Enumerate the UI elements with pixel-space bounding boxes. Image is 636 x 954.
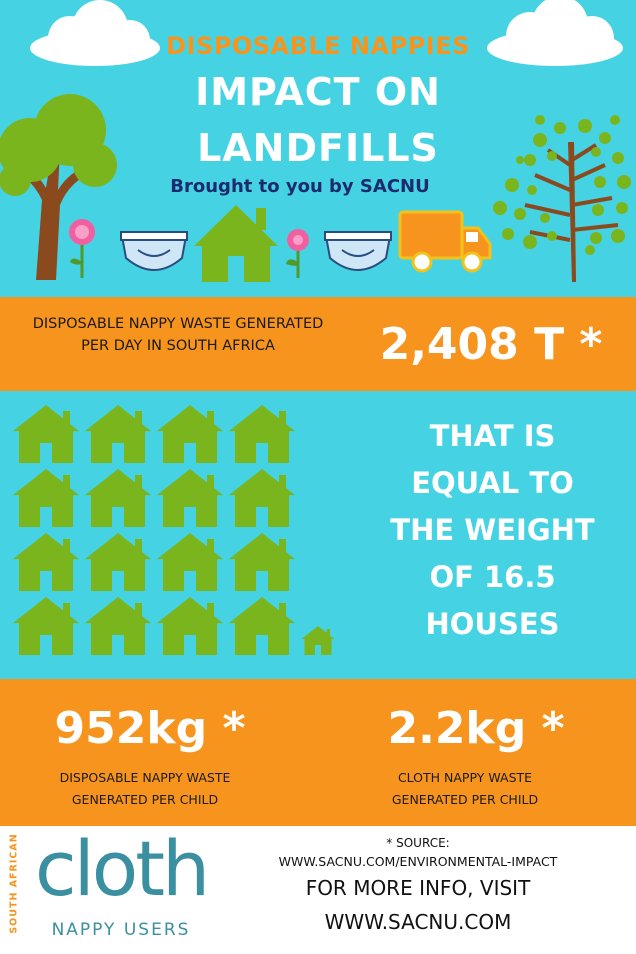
nappy-left-icon [120,231,188,272]
house-icon [85,597,151,655]
title-line-1: IMPACT ON [195,70,441,114]
disposable-label-line-1: DISPOSABLE NAPPY WASTE [59,770,231,785]
house-icon [157,405,223,463]
byline: Brought to you by SACNU [170,176,430,197]
equal-line-5: HOUSES [425,607,560,641]
header-illustration [0,0,631,282]
house-icon [13,533,79,591]
cloth-label-line-2: GENERATED PER CHILD [391,792,539,807]
equal-line-2: EQUAL TO [411,466,574,500]
cloud-right-icon [487,0,623,66]
logo-side-text: SOUTH AFRICAN [8,833,20,934]
equal-line-4: OF 16.5 [429,560,556,594]
equal-line-1: THAT IS [429,419,556,453]
logo-word: cloth [34,824,210,913]
logo-subtitle: NAPPY USERS [51,920,191,940]
house-icon [85,405,151,463]
house-icon [157,533,223,591]
house-icon [229,533,295,591]
daily-waste-band: DISPOSABLE NAPPY WASTE GENERATED PER DAY… [0,297,636,391]
disposable-per-child-value: 952kg * [54,703,246,754]
house-icon [85,533,151,591]
source-url[interactable]: WWW.SACNU.COM/ENVIRONMENTAL-IMPACT [278,854,558,869]
flower-left-icon [69,219,95,278]
house-icon [85,469,151,527]
house-icon [13,405,79,463]
header-kicker: DISPOSABLE NAPPIES [166,32,470,60]
house-icon [157,597,223,655]
flower-right-icon [286,229,309,278]
house-icon [194,205,278,282]
logo: SOUTH AFRICAN cloth NAPPY USERS [0,824,230,954]
per-child-band: 952kg * DISPOSABLE NAPPY WASTE GENERATED… [0,679,636,826]
house-icon [229,469,295,527]
house-icon [229,405,295,463]
houses-grid [13,405,335,655]
house-icon [157,469,223,527]
cloud-left-icon [30,0,160,66]
tree-left-icon [0,94,117,280]
source-label: * SOURCE: [386,836,450,850]
house-icon [13,597,79,655]
tree-right-icon [493,115,631,282]
daily-waste-value: 2,408 T * [379,319,603,370]
cloth-per-child-value: 2.2kg * [387,703,565,754]
cloth-label-line-1: CLOTH NAPPY WASTE [397,770,533,785]
truck-icon [398,210,492,273]
website-link[interactable]: WWW.SACNU.COM [324,910,512,934]
house-icon [13,469,79,527]
title-line-2: LANDFILLS [197,126,439,170]
house-icon [229,597,295,655]
houses-section: THAT IS EQUAL TO THE WEIGHT OF 16.5 HOUS… [0,391,636,679]
equal-line-3: THE WEIGHT [390,513,595,547]
header-section: DISPOSABLE NAPPIES IMPACT ON LANDFILLS B… [0,0,636,297]
house-icon [301,626,335,655]
more-info-text: FOR MORE INFO, VISIT [305,876,531,900]
footer: SOUTH AFRICAN cloth NAPPY USERS * SOURCE… [0,824,636,954]
disposable-label-line-2: GENERATED PER CHILD [71,792,219,807]
nappy-right-icon [324,231,392,272]
daily-waste-label: DISPOSABLE NAPPY WASTE GENERATED PER DAY… [32,316,324,354]
